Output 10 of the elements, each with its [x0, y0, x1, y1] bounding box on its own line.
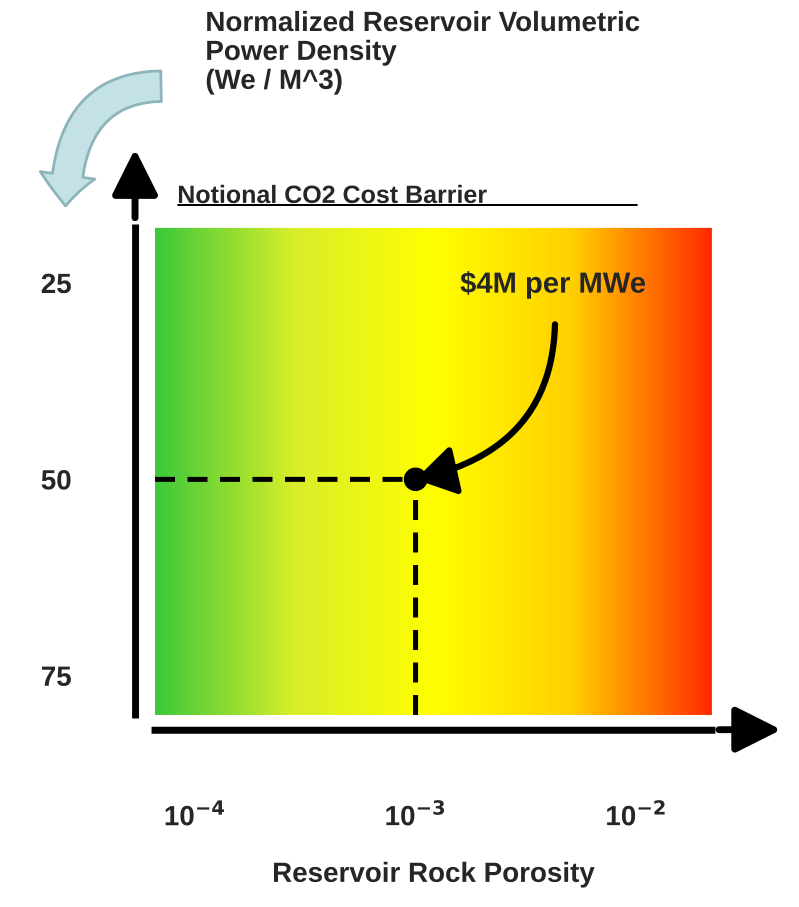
- annotation: $4M per MWe: [460, 271, 646, 299]
- y-tick-label: 25: [42, 274, 71, 294]
- x-axis-title: Reservoir Rock Porosity: [274, 862, 595, 888]
- x-tick-label: 10$^{−4}$: [166, 800, 224, 826]
- x-tick-label: 10$^{−2}$: [607, 800, 665, 826]
- y-tick-label: 75: [42, 666, 71, 686]
- x-tick-label: 10$^{−3}$: [386, 800, 444, 826]
- chart-title: Notional CO2 Cost Barrier: [178, 184, 487, 204]
- y-axis-title: Normalized Reservoir Volumetric Power Density (We / M^3): [206, 10, 640, 95]
- y-tick-label: 50: [42, 470, 71, 490]
